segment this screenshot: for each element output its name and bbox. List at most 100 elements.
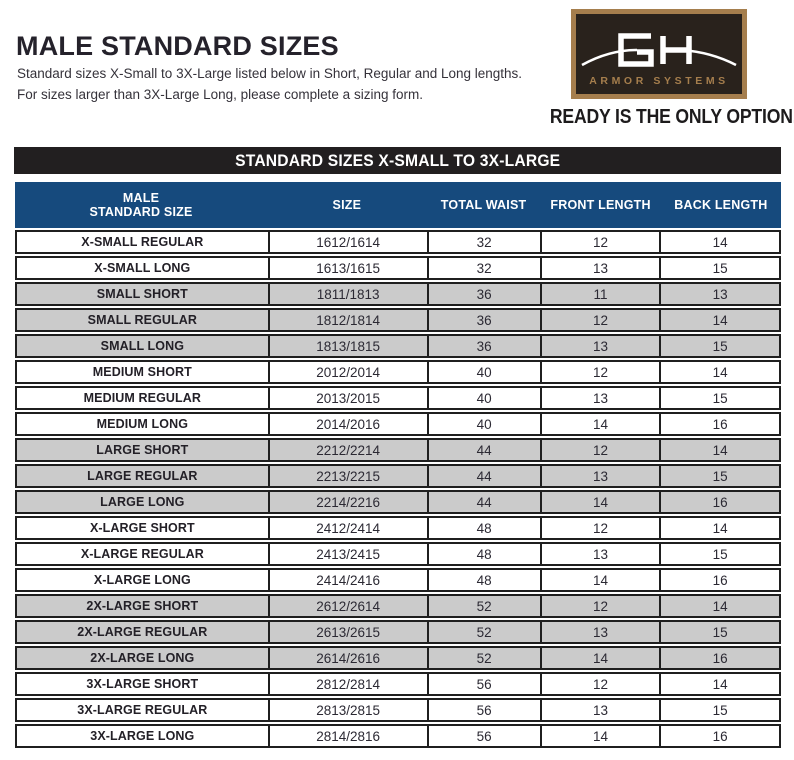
swoosh-right-icon	[680, 48, 737, 67]
cell-front-length: 12	[539, 440, 660, 460]
table-row: MEDIUM REGULAR 2013/2015 40 13 15	[15, 386, 781, 410]
column-header-size: SIZE	[332, 197, 362, 212]
cell-back-length: 15	[659, 258, 779, 278]
gh-armor-systems-logo: ARMOR SYSTEMS	[571, 9, 747, 99]
cell-back-length: 14	[659, 596, 779, 616]
cell-front-length: 13	[539, 466, 660, 486]
column-header-line-2: STANDARD SIZE	[89, 205, 193, 219]
size-table-body: X-SMALL REGULAR 1612/1614 32 12 14 X-SMA…	[15, 230, 781, 750]
cell-total-waist: 36	[426, 310, 540, 330]
cell-back-length: 15	[659, 700, 779, 720]
cell-standard-size: MEDIUM REGULAR	[83, 391, 202, 405]
column-header-back-length: BACK LENGTH	[674, 197, 768, 212]
cell-front-length: 13	[539, 336, 660, 356]
cell-size-code: 2214/2216	[267, 492, 427, 512]
cell-size-code: 2013/2015	[267, 388, 427, 408]
table-row: LARGE SHORT 2212/2214 44 12 14	[15, 438, 781, 462]
logo-subtext: ARMOR SYSTEMS	[589, 75, 729, 87]
cell-total-waist: 40	[426, 362, 540, 382]
cell-total-waist: 40	[426, 414, 540, 434]
cell-front-length: 13	[539, 700, 660, 720]
cell-standard-size: SMALL REGULAR	[87, 313, 198, 327]
cell-size-code: 2812/2814	[267, 674, 427, 694]
table-row: 2X-LARGE LONG 2614/2616 52 14 16	[15, 646, 781, 670]
cell-front-length: 14	[539, 648, 660, 668]
cell-back-length: 13	[659, 284, 779, 304]
cell-standard-size: 2X-LARGE REGULAR	[77, 625, 208, 639]
cell-standard-size: X-LARGE REGULAR	[80, 547, 204, 561]
cell-back-length: 15	[659, 466, 779, 486]
cell-front-length: 13	[539, 388, 660, 408]
cell-total-waist: 44	[426, 466, 540, 486]
table-row: X-LARGE SHORT 2412/2414 48 12 14	[15, 516, 781, 540]
cell-back-length: 15	[659, 388, 779, 408]
table-row: LARGE REGULAR 2213/2215 44 13 15	[15, 464, 781, 488]
table-row: MEDIUM SHORT 2012/2014 40 12 14	[15, 360, 781, 384]
cell-front-length: 12	[539, 310, 660, 330]
cell-front-length: 12	[539, 362, 660, 382]
cell-back-length: 16	[659, 648, 779, 668]
cell-total-waist: 56	[426, 726, 540, 746]
table-row: 2X-LARGE REGULAR 2613/2615 52 13 15	[15, 620, 781, 644]
subtitle-line-1: Standard sizes X-Small to 3X-Large liste…	[17, 66, 523, 81]
cell-total-waist: 52	[426, 596, 540, 616]
cell-total-waist: 48	[426, 544, 540, 564]
table-header-row: MALE STANDARD SIZE SIZE TOTAL WAIST FRON…	[15, 182, 781, 228]
cell-total-waist: 48	[426, 570, 540, 590]
table-row: X-LARGE REGULAR 2413/2415 48 13 15	[15, 542, 781, 566]
cell-front-length: 12	[539, 518, 660, 538]
cell-standard-size: X-SMALL LONG	[94, 261, 191, 275]
cell-size-code: 2814/2816	[267, 726, 427, 746]
cell-back-length: 15	[659, 622, 779, 642]
table-row: X-SMALL REGULAR 1612/1614 32 12 14	[15, 230, 781, 254]
cell-total-waist: 36	[426, 336, 540, 356]
cell-front-length: 14	[539, 414, 660, 434]
cell-size-code: 2614/2616	[267, 648, 427, 668]
table-row: SMALL LONG 1813/1815 36 13 15	[15, 334, 781, 358]
cell-back-length: 15	[659, 544, 779, 564]
section-banner-label: STANDARD SIZES X-SMALL TO 3X-LARGE	[234, 150, 561, 170]
cell-front-length: 13	[539, 544, 660, 564]
table-row: X-SMALL LONG 1613/1615 32 13 15	[15, 256, 781, 280]
brand-block: ARMOR SYSTEMS GH READY IS THE ONLY OPTIO…	[535, 9, 794, 129]
cell-standard-size: 2X-LARGE SHORT	[86, 599, 199, 613]
cell-size-code: 2612/2614	[267, 596, 427, 616]
table-row: SMALL SHORT 1811/1813 36 11 13	[15, 282, 781, 306]
column-header-male-standard-size: MALE STANDARD SIZE	[15, 182, 267, 228]
cell-size-code: 2813/2815	[267, 700, 427, 720]
cell-size-code: 1813/1815	[267, 336, 427, 356]
cell-front-length: 12	[539, 674, 660, 694]
cell-standard-size: X-LARGE SHORT	[89, 521, 195, 535]
cell-standard-size: MEDIUM LONG	[96, 417, 189, 431]
cell-standard-size: LARGE SHORT	[96, 443, 189, 457]
cell-back-length: 14	[659, 362, 779, 382]
cell-back-length: 16	[659, 570, 779, 590]
cell-standard-size: MEDIUM SHORT	[92, 365, 192, 379]
cell-back-length: 14	[659, 518, 779, 538]
cell-back-length: 14	[659, 440, 779, 460]
logo-monogram-text: GH	[659, 99, 660, 100]
cell-size-code: 2014/2016	[267, 414, 427, 434]
table-row: LARGE LONG 2214/2216 44 14 16	[15, 490, 781, 514]
column-header-line-1: MALE	[122, 190, 160, 205]
cell-standard-size: SMALL SHORT	[96, 287, 188, 301]
page-title: MALE STANDARD SIZES	[16, 31, 339, 61]
cell-size-code: 2413/2415	[267, 544, 427, 564]
cell-standard-size: 3X-LARGE REGULAR	[77, 703, 208, 717]
cell-total-waist: 56	[426, 700, 540, 720]
cell-front-length: 13	[539, 258, 660, 278]
section-banner: STANDARD SIZES X-SMALL TO 3X-LARGE	[14, 147, 781, 174]
cell-size-code: 2213/2215	[267, 466, 427, 486]
cell-total-waist: 56	[426, 674, 540, 694]
cell-standard-size: X-SMALL REGULAR	[81, 235, 204, 249]
cell-size-code: 2613/2615	[267, 622, 427, 642]
cell-total-waist: 52	[426, 622, 540, 642]
cell-total-waist: 36	[426, 284, 540, 304]
cell-front-length: 14	[539, 726, 660, 746]
cell-standard-size: X-LARGE LONG	[93, 573, 191, 587]
cell-back-length: 16	[659, 726, 779, 746]
cell-size-code: 2412/2414	[267, 518, 427, 538]
cell-standard-size: SMALL LONG	[100, 339, 185, 353]
page-subtitle: Standard sizes X-Small to 3X-Large liste…	[17, 64, 522, 105]
cell-size-code: 1812/1814	[267, 310, 427, 330]
